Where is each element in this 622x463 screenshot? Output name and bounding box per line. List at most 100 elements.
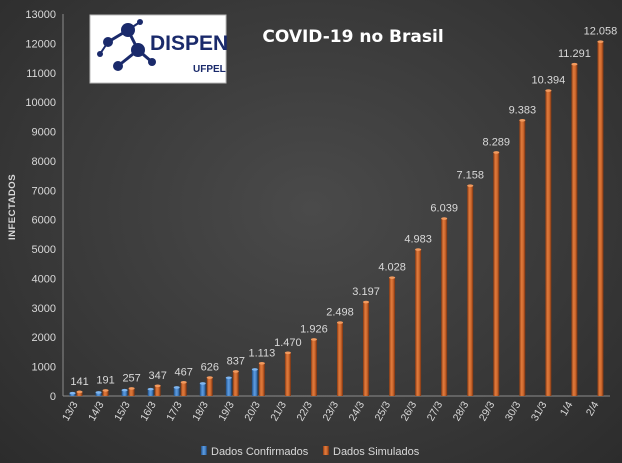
x-tick-label: 28/3 — [451, 399, 472, 423]
bar-cap-simulated — [310, 338, 317, 341]
bar-simulated — [154, 385, 161, 396]
y-tick-label: 13000 — [25, 9, 56, 21]
data-label: 2.498 — [326, 307, 354, 319]
bar-simulated — [597, 41, 604, 397]
bar-simulated — [493, 152, 500, 396]
bar-cap-simulated — [597, 40, 604, 43]
bar-confirmed — [225, 377, 232, 396]
bar-cap-simulated — [337, 321, 343, 324]
x-tick-label: 16/3 — [138, 399, 159, 423]
bar-simulated — [363, 302, 370, 396]
x-tick-label: 19/3 — [216, 399, 237, 423]
x-tick-label: 24/3 — [347, 399, 368, 423]
data-label: 141 — [70, 376, 88, 388]
bar-cap-simulated — [128, 387, 135, 390]
bar-cap-simulated — [493, 151, 500, 154]
bar-confirmed — [173, 387, 180, 396]
x-tick-label: 25/3 — [373, 399, 394, 423]
data-label: 6.039 — [430, 203, 458, 215]
chart-title: COVID-19 no Brasil — [262, 27, 443, 47]
bar-simulated — [310, 339, 317, 396]
data-label: 467 — [175, 366, 193, 378]
bar-cap-confirmed — [147, 387, 154, 391]
y-tick-label: 1000 — [32, 362, 56, 374]
bar-simulated — [389, 277, 396, 396]
bar-cap-confirmed — [69, 391, 76, 395]
bar-simulated — [102, 390, 109, 396]
bar-confirmed — [121, 390, 128, 396]
data-label: 11.291 — [558, 48, 591, 60]
data-label: 1.926 — [300, 323, 328, 335]
bar-confirmed — [199, 383, 206, 396]
bar-cap-simulated — [76, 390, 83, 394]
x-tick-label: 23/3 — [320, 399, 341, 423]
bar-cap-simulated — [467, 184, 474, 187]
data-label: 257 — [122, 372, 140, 384]
axis-lines — [62, 14, 610, 397]
bar-simulated — [545, 90, 552, 397]
data-label: 3.197 — [352, 286, 380, 298]
dispen-logo: DISPEN UFPEL — [89, 14, 228, 84]
bar-simulated — [337, 322, 343, 396]
bar-confirmed — [251, 369, 258, 396]
bar-cap-simulated — [519, 118, 526, 122]
x-tick-label: 1/4 — [558, 399, 576, 418]
x-tick-label: 17/3 — [164, 399, 185, 423]
bar-confirmed — [69, 393, 76, 396]
bar-cap-simulated — [545, 89, 552, 92]
x-tick-label: 20/3 — [242, 399, 263, 423]
y-tick-label: 2000 — [32, 332, 56, 344]
bar-simulated — [467, 185, 474, 396]
legend-item-confirmed: Dados Confirmados — [201, 446, 309, 458]
data-label: 837 — [227, 355, 245, 367]
x-tick-label: 30/3 — [503, 399, 524, 423]
bar-cap-simulated — [389, 276, 396, 279]
y-tick-label: 8000 — [32, 156, 56, 168]
bar-cap-simulated — [571, 62, 578, 66]
logo-org: UFPEL — [193, 64, 226, 75]
bar-simulated — [571, 64, 578, 396]
y-axis-label: INFECTADOS — [7, 174, 18, 240]
y-tick-label: 0 — [50, 391, 56, 403]
data-label: 4.028 — [378, 262, 406, 274]
bar-cap-confirmed — [95, 391, 102, 394]
y-tick-label: 11000 — [26, 68, 56, 80]
x-tick-label: 26/3 — [399, 399, 420, 423]
x-tick-label: 21/3 — [268, 399, 289, 423]
x-tick-label: 2/4 — [584, 399, 602, 418]
x-tick-label: 31/3 — [529, 399, 550, 423]
x-tick-label: 27/3 — [425, 399, 446, 423]
data-label: 9.383 — [509, 104, 537, 116]
data-label: 1.113 — [248, 347, 275, 359]
y-tick-label: 6000 — [32, 215, 56, 227]
x-tick-label: 15/3 — [112, 399, 133, 423]
y-tick-label: 5000 — [32, 244, 56, 256]
x-tick-label: 29/3 — [477, 399, 498, 423]
data-label: 8.289 — [483, 136, 511, 148]
y-tick-label: 3000 — [32, 303, 56, 315]
legend-swatch-simulated — [323, 446, 329, 455]
bar-cap-confirmed — [121, 388, 128, 392]
bar-cap-simulated — [284, 351, 291, 355]
bar-cap-simulated — [206, 376, 213, 379]
bar-simulated — [284, 352, 291, 396]
y-tick-label: 4000 — [32, 273, 56, 285]
molecule-icon — [97, 19, 156, 71]
data-label: 7.158 — [456, 170, 484, 182]
x-axis-ticks: 13/3 14/3 15/3 16/3 17/3 18/3 19/3 20/3 21/3 22/3… — [60, 399, 602, 423]
bar-cap-simulated — [102, 389, 109, 392]
logo-name: DISPEN — [150, 32, 228, 55]
legend: Dados Confirmados Dados Simulados — [201, 446, 420, 458]
y-tick-label: 12000 — [25, 38, 56, 50]
bar-cap-simulated — [258, 361, 265, 365]
data-label: 347 — [148, 370, 166, 382]
data-label: 191 — [96, 374, 114, 386]
bar-cap-confirmed — [251, 368, 258, 371]
y-axis-ticks: 0 1000 2000 3000 4000 5000 6000 7000 8000 9000 100… — [25, 9, 56, 403]
bar-simulated — [232, 371, 239, 396]
bar-cap-simulated — [232, 370, 239, 373]
y-tick-label: 10000 — [25, 97, 56, 109]
bar-confirmed — [147, 389, 154, 396]
bar-simulated — [128, 388, 135, 396]
